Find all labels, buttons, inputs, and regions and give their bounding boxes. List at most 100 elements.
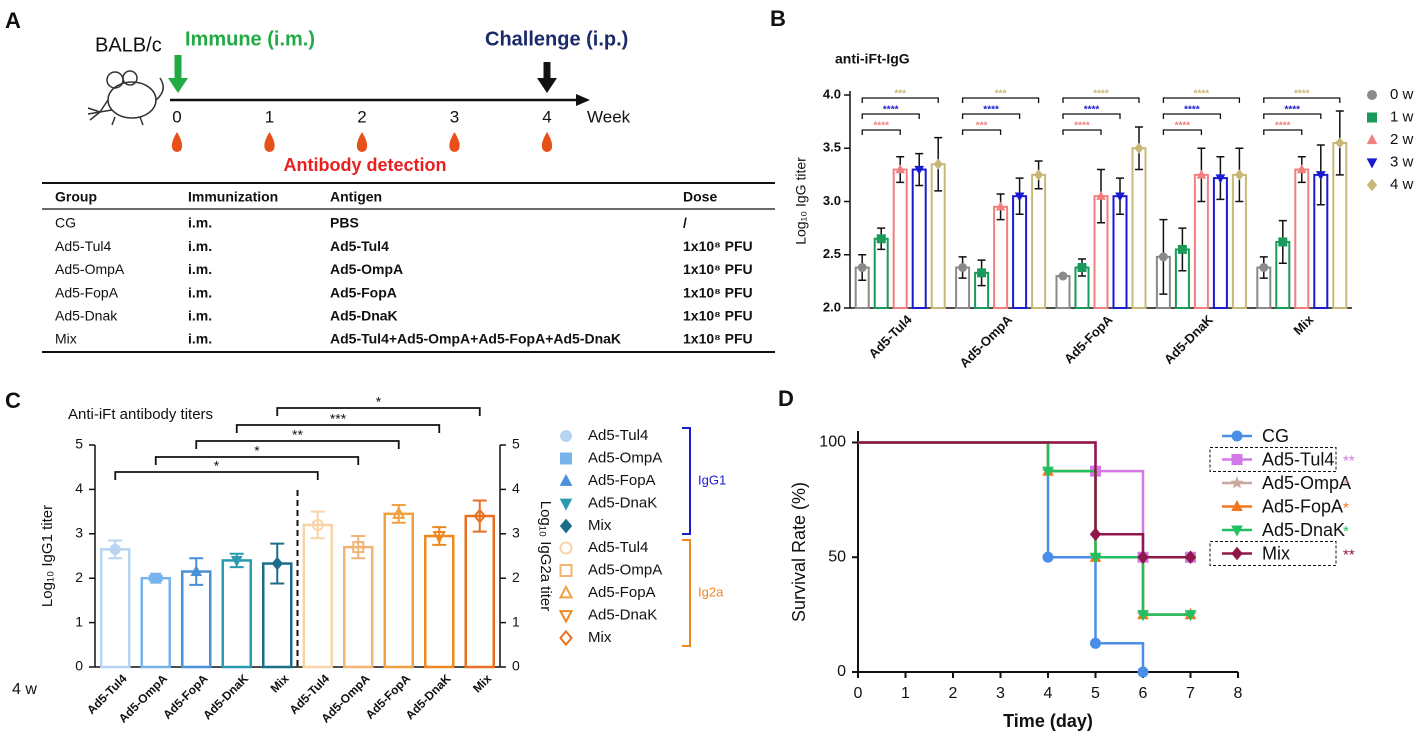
significance-label: *: [376, 394, 382, 410]
table-cell: i.m.: [188, 284, 212, 300]
legend-marker: [1366, 158, 1378, 169]
significance-bracket: [1162, 129, 1203, 135]
significance-bracket: [154, 456, 360, 465]
panel-label: D: [778, 386, 794, 411]
mean-point: [1278, 237, 1288, 247]
mean-point: [1014, 192, 1025, 202]
survival-line: [858, 441, 1191, 616]
legend-group-label: IgG1: [698, 472, 726, 487]
bar: [911, 168, 927, 309]
table-cell: PBS: [330, 215, 359, 231]
table-header: Dose: [683, 189, 717, 205]
legend-marker: [1231, 454, 1243, 465]
y-tick-label: 4.0: [823, 86, 841, 101]
significance-bracket: [114, 471, 319, 480]
survival-line: [858, 441, 1191, 616]
chart-title: anti-iFt-IgG: [835, 51, 910, 67]
legend-label: Ad5-OmpA: [588, 561, 662, 578]
y-tick-label: 4: [75, 480, 83, 496]
mean-point: [150, 572, 162, 584]
strain-label: BALB/c: [95, 34, 162, 56]
mean-point: [933, 158, 943, 170]
mean-point: [1234, 169, 1245, 181]
legend-marker: [559, 541, 573, 555]
table-cell: i.m.: [188, 331, 212, 347]
legend-label: Ad5-OmpA: [1262, 473, 1351, 493]
mean-point: [352, 541, 365, 554]
mean-point: [1033, 169, 1044, 181]
legend-marker: [1231, 430, 1243, 442]
bar: [343, 545, 374, 669]
legend-marker: [1367, 90, 1377, 100]
survival-line: [858, 441, 1191, 559]
survival-point: [1184, 610, 1197, 622]
challenge-arrowhead: [537, 78, 557, 93]
significance-label: ****: [883, 105, 899, 116]
table-cell: Ad5-Tul4: [330, 238, 389, 254]
x-tick-label: 8: [1234, 685, 1243, 702]
significance-label: ****: [1285, 105, 1301, 116]
week-label: 4: [542, 107, 551, 126]
bar: [1055, 275, 1071, 309]
legend-label: Ad5-FopA: [1262, 496, 1343, 516]
significance-label: ****: [1093, 89, 1109, 100]
significance-label: ****: [1175, 121, 1191, 132]
significance-label: ****: [1294, 89, 1310, 100]
blood-drop: [264, 132, 275, 152]
y-tick-label: 2.0: [823, 299, 841, 314]
significance-label: ***: [330, 411, 347, 427]
legend-label: 0 w: [1390, 86, 1414, 103]
significance-label: ****: [1184, 105, 1200, 116]
significance-bracket: [1263, 129, 1303, 135]
table-cell: 1x10⁸ PFU: [683, 284, 753, 300]
week-unit: Week: [587, 107, 631, 126]
table-cell: Ad5-Tul4: [55, 238, 112, 254]
mean-point: [914, 165, 925, 176]
table-header: Group: [55, 189, 97, 205]
table-cell: i.m.: [188, 238, 212, 254]
significance-bracket: [195, 440, 400, 449]
bar: [464, 514, 495, 669]
panel-label: B: [770, 6, 786, 31]
table-cell: 1x10⁸ PFU: [683, 261, 753, 277]
table-cell: CG: [55, 215, 76, 231]
blood-drop: [541, 132, 553, 152]
bar: [140, 576, 171, 669]
error-bar: [351, 535, 366, 560]
mean-point: [1335, 137, 1345, 149]
table-cell: Mix: [55, 331, 77, 347]
error-bar: [472, 499, 487, 533]
significance-label: *: [1343, 499, 1349, 516]
legend-group-label: Ig2a: [698, 584, 724, 599]
y-tick-label: 3: [75, 525, 83, 541]
y-tick-label: 100: [819, 434, 846, 451]
survival-point: [1137, 550, 1149, 565]
y-axis-label: Survival Rate (%): [789, 482, 809, 622]
week-label: 3: [450, 107, 459, 126]
x-tick-label: Ad5-Tul4: [865, 311, 915, 361]
table-cell: i.m.: [188, 261, 212, 277]
table-cell: Ad5-OmpA: [330, 261, 403, 277]
table-cell: Ad5-OmpA: [55, 261, 125, 277]
significance-bracket: [961, 97, 1040, 103]
significance-label: *: [1343, 476, 1349, 493]
table-cell: Ad5-Tul4+Ad5-OmpA+Ad5-FopA+Ad5-DnaK: [330, 331, 621, 347]
mean-point: [1296, 164, 1307, 174]
legend-label: Ad5-FopA: [588, 584, 656, 601]
significance-label: *: [1343, 523, 1349, 540]
legend-highlight-box: [1209, 541, 1337, 566]
mean-point: [473, 508, 487, 524]
y-tick-label: 3.0: [823, 193, 841, 208]
x-tick-label: 0: [854, 685, 863, 702]
legend-label: Mix: [588, 629, 612, 646]
table-cell: 1x10⁸ PFU: [683, 238, 753, 254]
table-cell: i.m.: [188, 215, 212, 231]
legend-marker: [559, 498, 573, 511]
legend-marker: [1230, 476, 1244, 489]
mean-point: [230, 555, 243, 568]
legend-label: 2 w: [1390, 131, 1414, 148]
mean-point: [977, 268, 987, 278]
x-tick-label: Ad5-OmpA: [957, 312, 1016, 371]
mean-point: [1177, 244, 1187, 254]
table-cell: i.m.: [188, 308, 212, 324]
